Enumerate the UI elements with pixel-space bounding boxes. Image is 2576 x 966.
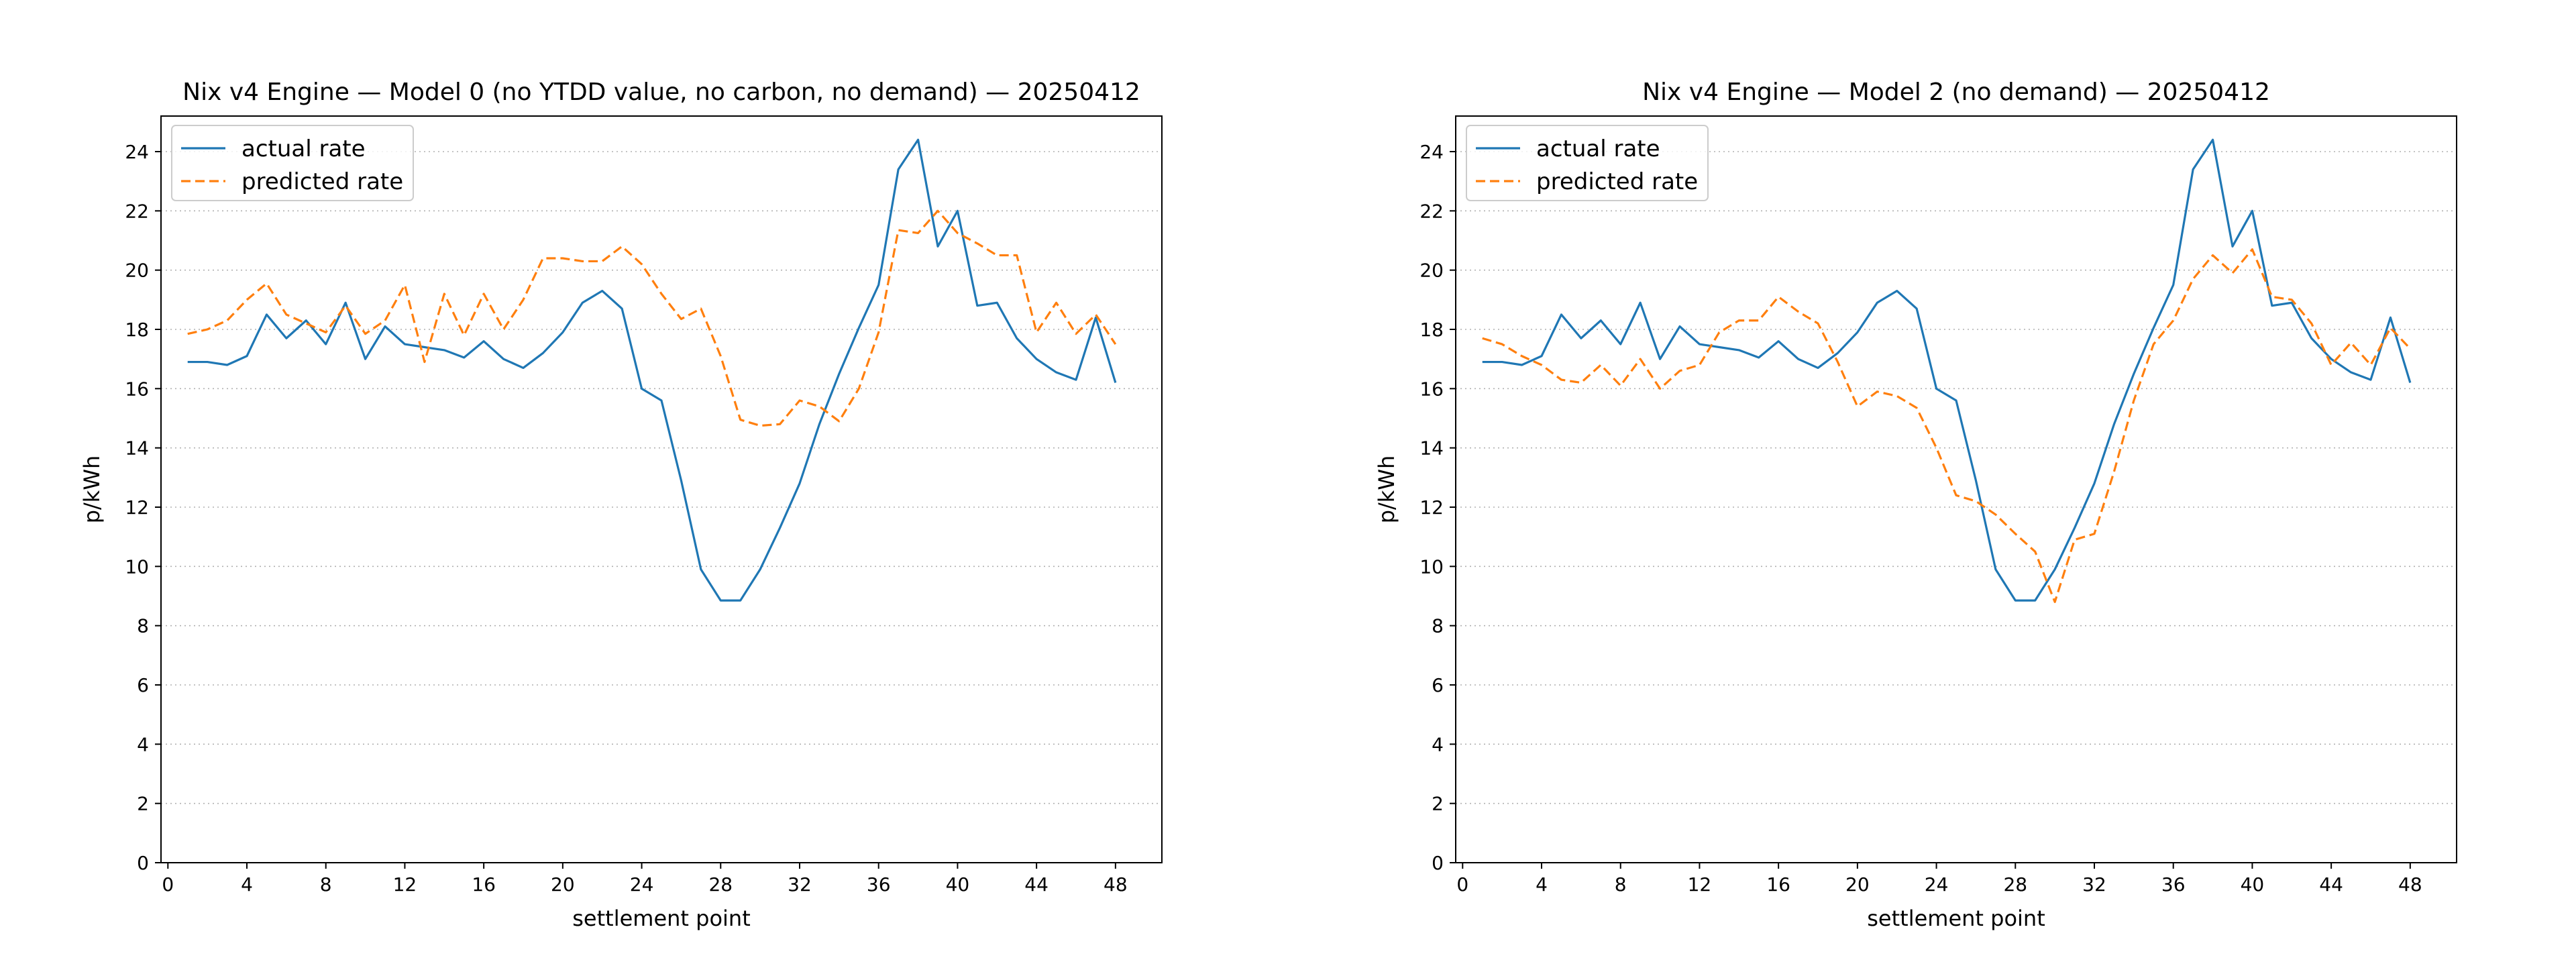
y-tick-label: 14 <box>1419 437 1444 460</box>
legend: actual rate predicted rate <box>171 125 414 201</box>
predicted-rate-line <box>1482 248 2411 603</box>
y-tick-label: 16 <box>1419 378 1444 400</box>
x-tick-label: 16 <box>1766 873 1790 896</box>
y-tick-label: 24 <box>125 141 149 163</box>
x-tick-label: 24 <box>1925 873 1949 896</box>
chart-2: 0 4 8 12 16 20 24 28 32 36 40 44 4802468101214161820… <box>1374 78 2457 931</box>
y-tick-label: 6 <box>1432 674 1444 696</box>
x-tick-label: 12 <box>1688 873 1712 896</box>
x-tick-label: 4 <box>1536 873 1548 896</box>
x-tick-label: 36 <box>867 873 891 896</box>
actual-rate-line <box>187 138 1117 602</box>
x-tick-label: 8 <box>320 873 332 896</box>
y-tick-label: 0 <box>137 852 149 874</box>
x-tick-label: 4 <box>241 873 253 896</box>
chart-title: Nix v4 Engine — Model 0 (no YTDD value, … <box>182 78 1140 106</box>
y-tick-label: 0 <box>1432 852 1444 874</box>
y-tick-label: 6 <box>137 674 149 696</box>
legend-predicted-label: predicted rate <box>241 168 403 195</box>
chart-title: Nix v4 Engine — Model 2 (no demand) — 20… <box>1642 78 2270 106</box>
legend-actual-label: actual rate <box>241 136 366 162</box>
y-tick-label: 2 <box>1432 793 1444 815</box>
y-tick-label: 2 <box>137 793 149 815</box>
y-tick-label: 20 <box>125 260 149 282</box>
x-axis-label: settlement point <box>1867 906 2045 931</box>
plot-frame <box>160 115 1163 863</box>
y-tick-label: 22 <box>125 200 149 222</box>
x-tick-label: 28 <box>2003 873 2027 896</box>
y-tick-label: 22 <box>1419 200 1444 222</box>
x-tick-label: 36 <box>2161 873 2186 896</box>
legend-box <box>171 125 414 201</box>
x-tick-label: 40 <box>946 873 970 896</box>
y-tick-label: 24 <box>1419 141 1444 163</box>
predicted-rate-line <box>187 209 1117 427</box>
x-tick-label: 0 <box>162 873 174 896</box>
x-tick-label: 32 <box>2082 873 2106 896</box>
x-tick-label: 0 <box>1456 873 1468 896</box>
legend-box <box>1466 125 1709 201</box>
y-tick-label: 4 <box>137 733 149 755</box>
y-tick-label: 20 <box>1419 260 1444 282</box>
x-tick-label: 12 <box>393 873 417 896</box>
y-tick-label: 18 <box>1419 319 1444 341</box>
x-tick-label: 24 <box>630 873 654 896</box>
y-tick-label: 8 <box>1432 615 1444 637</box>
y-tick-label: 10 <box>1419 555 1444 578</box>
x-tick-label: 28 <box>708 873 733 896</box>
legend-predicted-label: predicted rate <box>1536 168 1698 195</box>
x-tick-label: 48 <box>1104 873 1128 896</box>
x-tick-label: 40 <box>2241 873 2265 896</box>
x-tick-label: 32 <box>788 873 812 896</box>
y-tick-label: 10 <box>125 555 149 578</box>
y-tick-label: 14 <box>125 437 149 460</box>
legend: actual rate predicted rate <box>1466 125 1709 201</box>
y-tick-label: 8 <box>137 615 149 637</box>
x-tick-label: 48 <box>2398 873 2422 896</box>
x-tick-label: 20 <box>551 873 575 896</box>
x-tick-label: 8 <box>1615 873 1627 896</box>
y-tick-label: 12 <box>1419 496 1444 519</box>
x-tick-label: 44 <box>1024 873 1049 896</box>
actual-rate-line <box>1482 138 2412 602</box>
plot-frame <box>1455 115 2457 863</box>
y-tick-label: 16 <box>125 378 149 400</box>
y-axis-label: p/kWh <box>1374 455 1399 524</box>
x-tick-label: 20 <box>1845 873 1870 896</box>
x-tick-label: 44 <box>2319 873 2343 896</box>
chart-1: 0 4 8 12 16 20 24 28 32 36 40 44 4802468101214161820… <box>79 78 1163 931</box>
y-axis-label: p/kWh <box>79 455 105 524</box>
x-axis-label: settlement point <box>572 906 751 931</box>
legend-actual-label: actual rate <box>1536 136 1660 162</box>
y-tick-label: 4 <box>1432 733 1444 755</box>
y-tick-label: 18 <box>125 319 149 341</box>
y-tick-label: 12 <box>125 496 149 519</box>
x-tick-label: 16 <box>472 873 496 896</box>
